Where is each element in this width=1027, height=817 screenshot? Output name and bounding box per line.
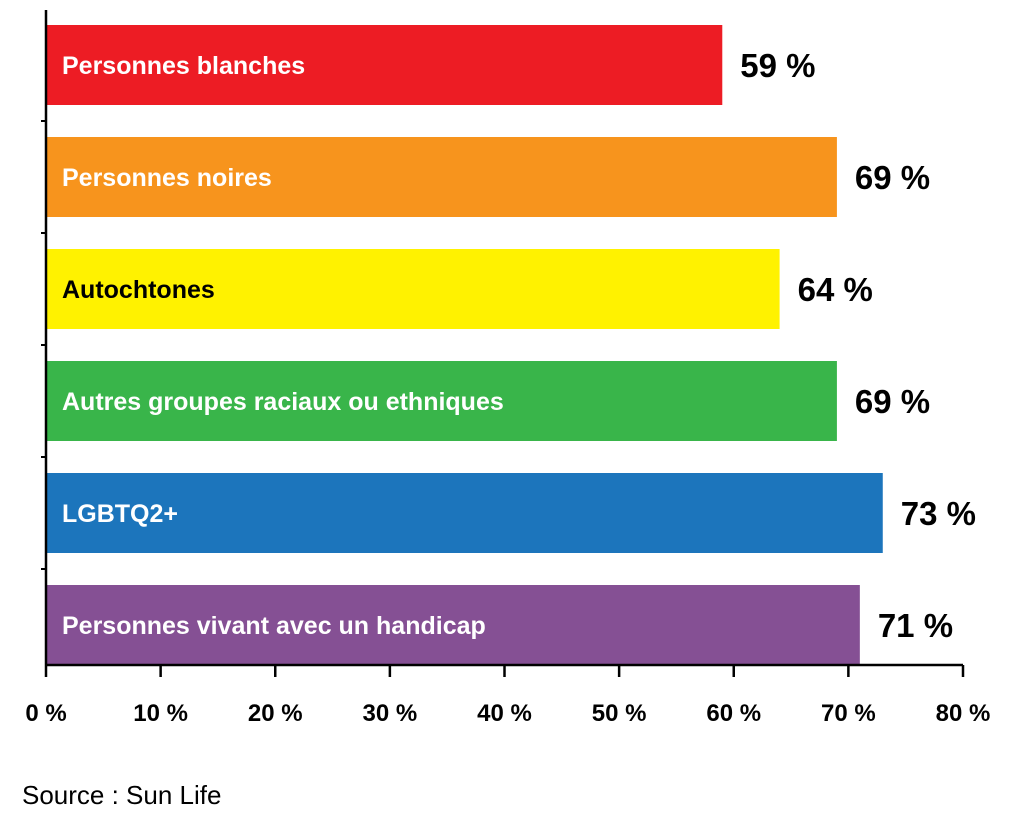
category-label: Personnes blanches: [62, 52, 305, 80]
bar-3: [46, 361, 837, 441]
x-tick-label: 50 %: [592, 700, 647, 727]
x-tick-label: 80 %: [936, 700, 991, 727]
category-label: LGBTQ2+: [62, 500, 178, 528]
x-tick-label: 30 %: [363, 700, 418, 727]
category-label: Autochtones: [62, 276, 215, 304]
data-label: 64 %: [798, 271, 873, 308]
data-label: 59 %: [740, 47, 815, 84]
x-tick-label: 60 %: [706, 700, 761, 727]
data-label: 69 %: [855, 159, 930, 196]
data-label: 69 %: [855, 383, 930, 420]
x-tick-label: 70 %: [821, 700, 876, 727]
x-tick-label: 0 %: [25, 700, 66, 727]
bar-2: [46, 249, 780, 329]
bar-0: [46, 25, 723, 105]
source-note: Source : Sun Life: [22, 780, 222, 810]
data-label: 71 %: [878, 607, 953, 644]
category-label: Personnes noires: [62, 164, 272, 192]
bar-4: [46, 473, 883, 553]
x-tick-label: 40 %: [477, 700, 532, 727]
bar-chart: Personnes blanches 59 % Personnes noires 69…: [25, 10, 991, 727]
bar-5: [46, 585, 860, 665]
data-label: 73 %: [901, 495, 976, 532]
category-label: Autres groupes raciaux ou ethniques: [62, 388, 504, 416]
x-tick-label: 10 %: [133, 700, 188, 727]
bar-1: [46, 137, 837, 217]
category-label: Personnes vivant avec un handicap: [62, 612, 486, 640]
x-tick-label: 20 %: [248, 700, 303, 727]
